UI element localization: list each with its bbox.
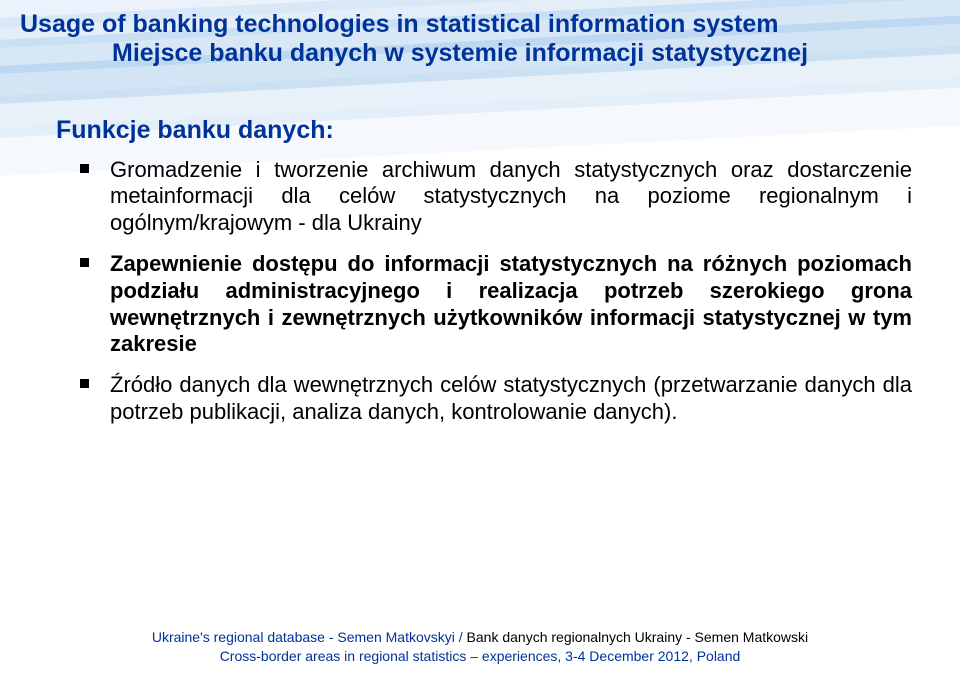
- bullet-list: Gromadzenie i tworzenie archiwum danych …: [80, 157, 912, 426]
- section-title: Funkcje banku danych:: [56, 116, 940, 145]
- footer-line-1: Ukraine's regional database - Semen Matk…: [0, 628, 960, 647]
- bullet-item: Gromadzenie i tworzenie archiwum danych …: [80, 157, 912, 237]
- footer-line-2: Cross-border areas in regional statistic…: [0, 647, 960, 666]
- title-line-2: Miejsce banku danych w systemie informac…: [20, 39, 940, 68]
- footer: Ukraine's regional database - Semen Matk…: [0, 628, 960, 666]
- footer-separator: /: [455, 629, 467, 645]
- bullet-item: Źródło danych dla wewnętrznych celów sta…: [80, 372, 912, 426]
- bullet-item: Zapewnienie dostępu do informacji statys…: [80, 251, 912, 358]
- footer-attribution-pl: Bank danych regionalnych Ukrainy - Semen…: [467, 629, 809, 645]
- title-line-1: Usage of banking technologies in statist…: [20, 10, 940, 39]
- slide-content: Usage of banking technologies in statist…: [0, 0, 960, 426]
- footer-attribution-en: Ukraine's regional database - Semen Matk…: [152, 629, 455, 645]
